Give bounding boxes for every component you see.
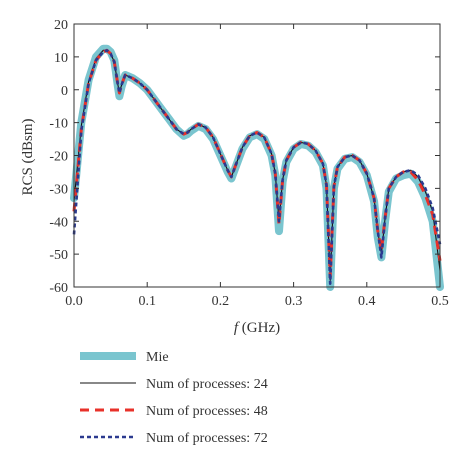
y-tick-label: -20 bbox=[49, 150, 68, 165]
series-group bbox=[70, 44, 444, 291]
y-tick-label: -40 bbox=[49, 215, 68, 230]
x-tick-label: 0.2 bbox=[212, 294, 230, 309]
legend-label-3: Num of processes: 48 bbox=[146, 404, 268, 419]
series-line-1 bbox=[70, 44, 444, 291]
legend: Mie Num of processes: 24 Num of processes:… bbox=[80, 350, 268, 446]
x-tick-label: 0.4 bbox=[358, 294, 376, 309]
y-axis: -60 -50 -40 -30 -20 -10 0 10 20 bbox=[49, 18, 440, 296]
y-tick-label: -60 bbox=[49, 281, 68, 296]
y-tick-label: -10 bbox=[49, 117, 68, 132]
x-axis-title-unit: (GHz) bbox=[242, 320, 280, 336]
y-tick-label: 0 bbox=[61, 84, 68, 99]
x-tick-label: 0.0 bbox=[65, 294, 83, 309]
x-tick-label: 0.5 bbox=[431, 294, 449, 309]
y-tick-label: 10 bbox=[54, 51, 68, 66]
x-axis-title-symbol: f bbox=[234, 320, 240, 336]
legend-label-4: Num of processes: 72 bbox=[146, 431, 268, 446]
y-tick-label: -30 bbox=[49, 182, 68, 197]
x-tick-label: 0.3 bbox=[285, 294, 303, 309]
y-tick-label: 20 bbox=[54, 18, 68, 33]
y-tick-label: -50 bbox=[49, 248, 68, 263]
x-axis: 0.0 0.1 0.2 0.3 0.4 0.5 bbox=[65, 24, 449, 309]
x-axis-title: f (GHz) bbox=[234, 320, 280, 336]
legend-label-1: Mie bbox=[146, 350, 169, 365]
series-line-4 bbox=[72, 49, 442, 285]
y-axis-title: RCS (dBsm) bbox=[20, 118, 36, 195]
legend-label-2: Num of processes: 24 bbox=[146, 377, 268, 392]
x-tick-label: 0.1 bbox=[138, 294, 156, 309]
